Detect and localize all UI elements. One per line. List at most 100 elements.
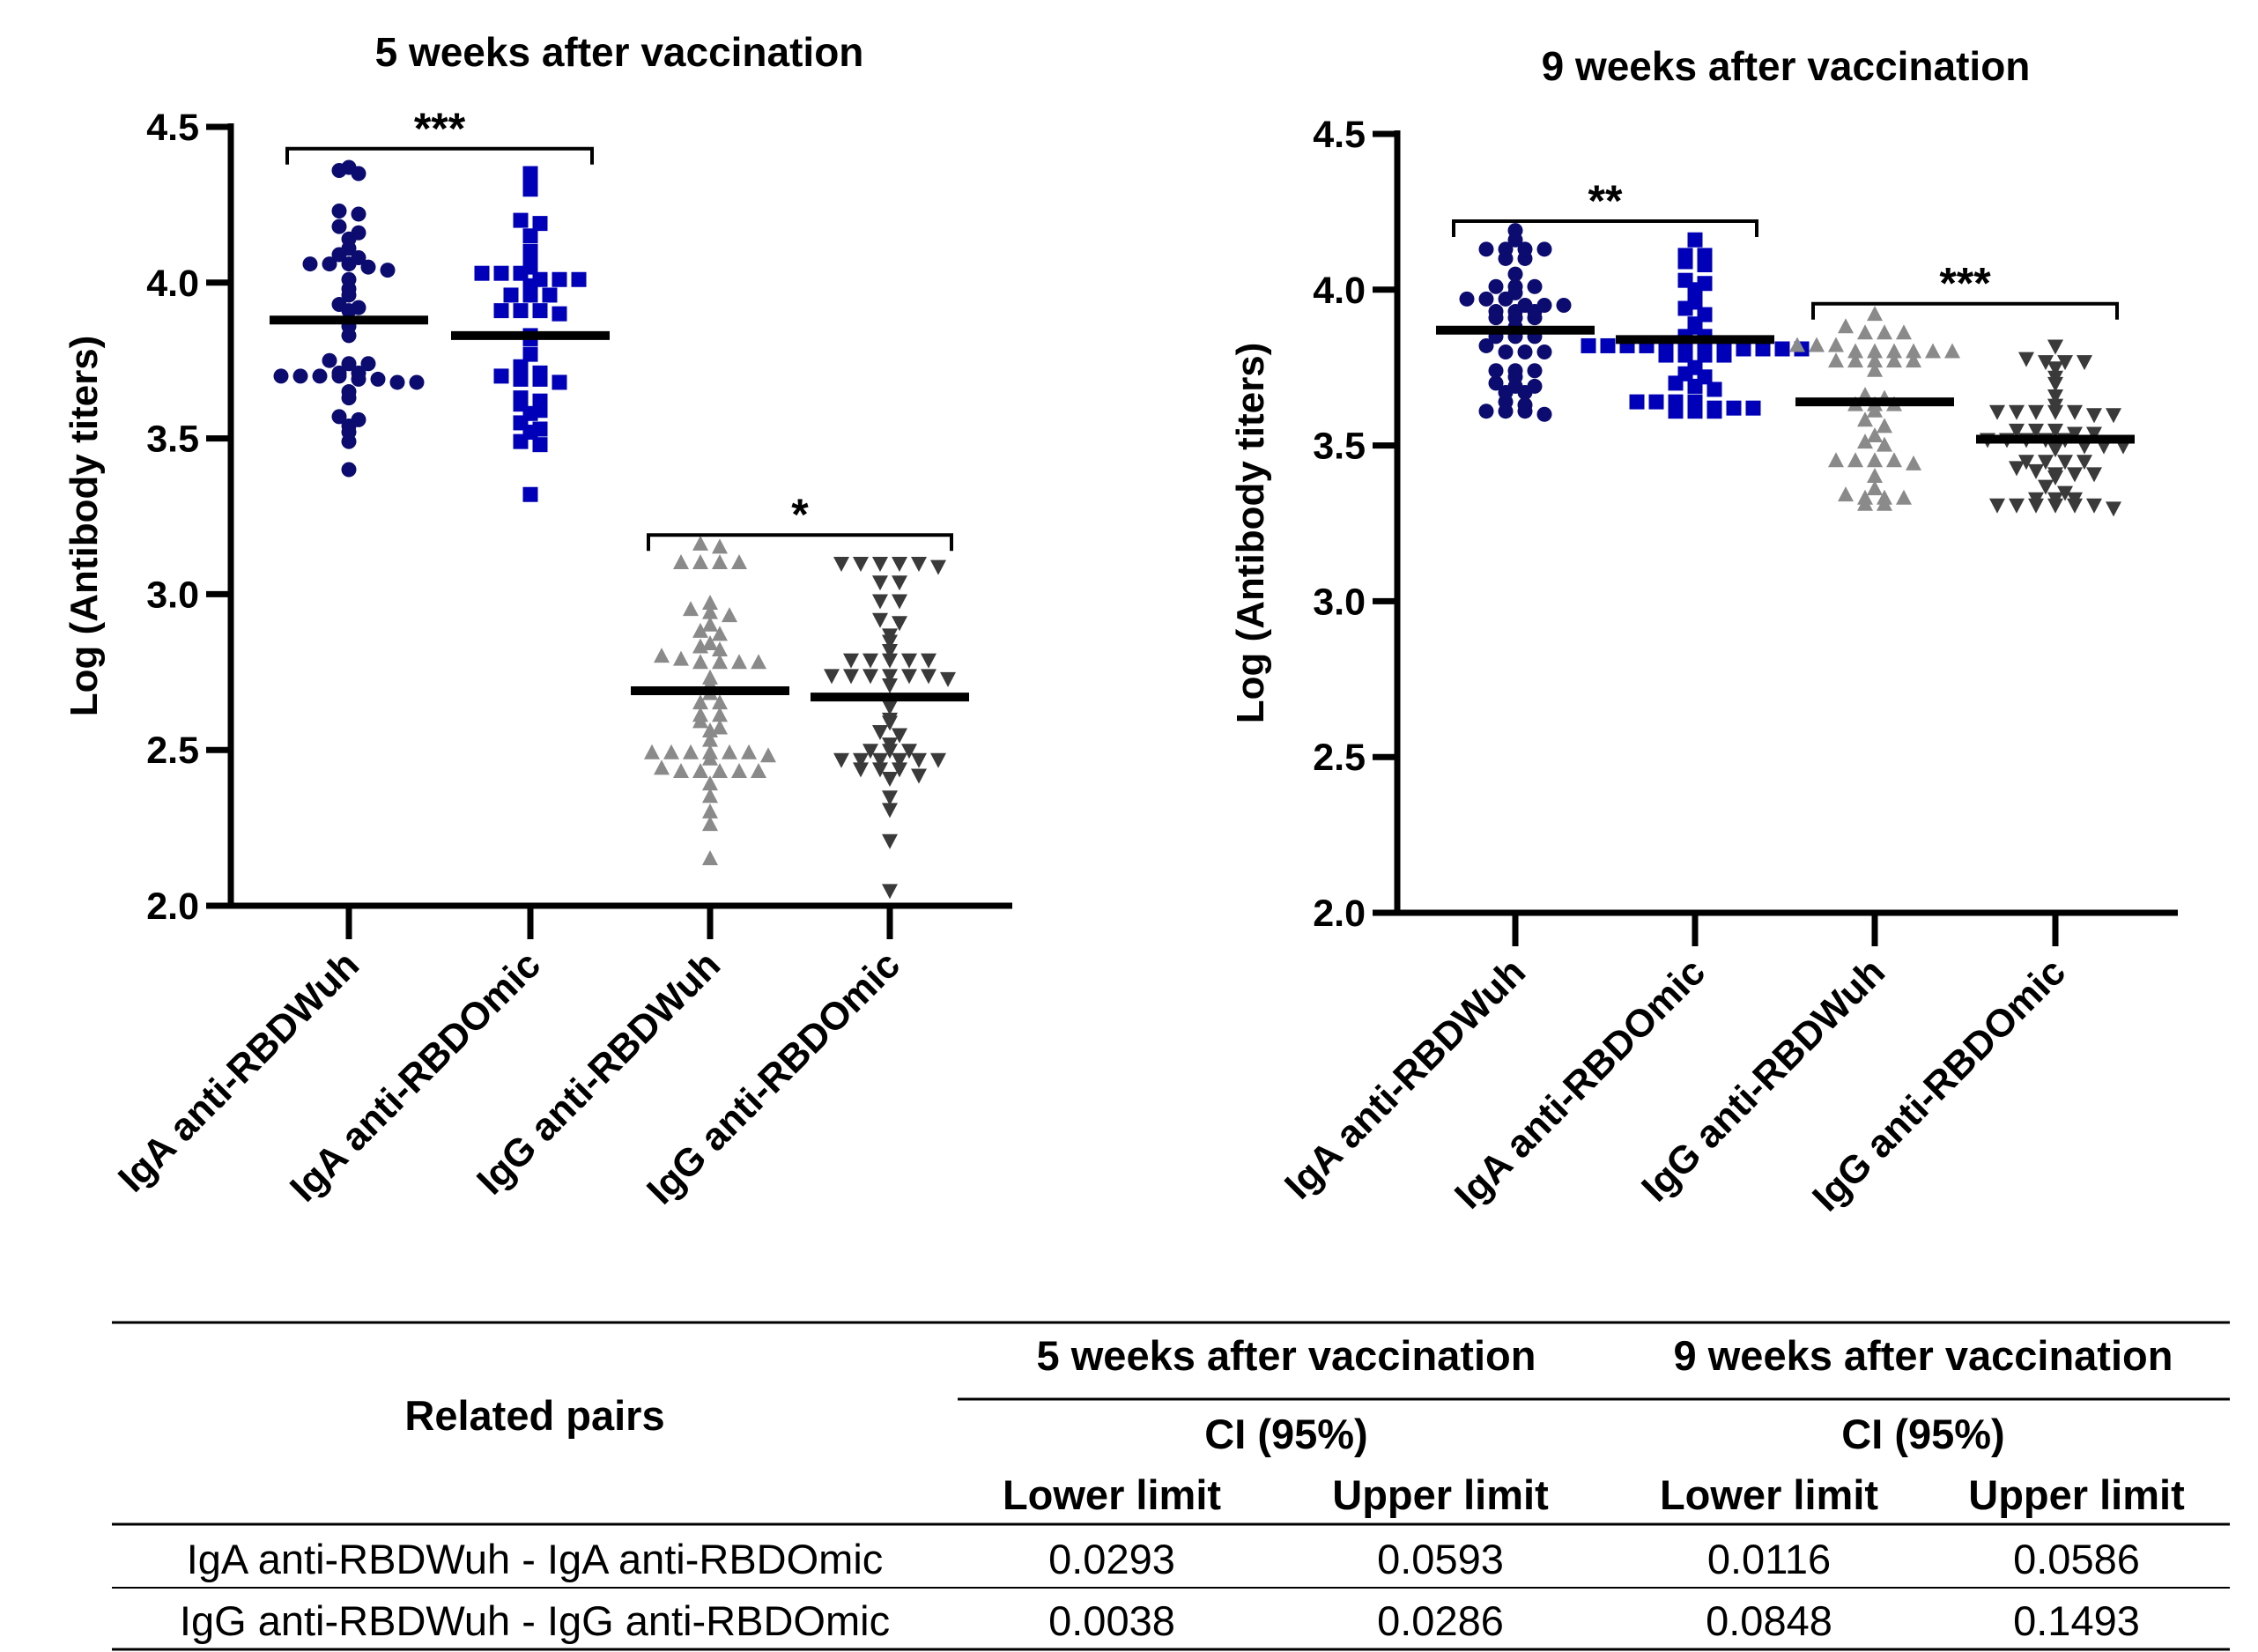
- data-point: [2067, 426, 2083, 442]
- data-point: [513, 390, 529, 406]
- y-axis-label: Log (Antibody titers): [1229, 343, 1272, 724]
- data-point: [1828, 452, 1844, 468]
- data-point: [712, 762, 728, 778]
- data-point: [1896, 489, 1912, 505]
- data-point: [2067, 492, 2083, 507]
- data-point: [1774, 341, 1790, 357]
- table-row: IgA anti-RBDWuh - IgA anti-RBDOmic 0.029…: [187, 1536, 2140, 1582]
- data-point: [292, 368, 308, 384]
- data-point: [1488, 304, 1504, 320]
- data-point: [1867, 480, 1883, 496]
- data-point: [341, 159, 357, 175]
- data-point: [1906, 352, 1921, 368]
- data-point: [673, 650, 689, 666]
- data-point: [1648, 394, 1664, 410]
- data-point: [2028, 463, 2044, 479]
- data-point: [532, 216, 548, 232]
- data-point: [2047, 467, 2063, 483]
- data-point: [712, 641, 728, 657]
- data-point: [882, 712, 898, 728]
- data-point: [341, 462, 357, 478]
- data-point: [1944, 343, 1960, 359]
- data-point: [2067, 404, 2083, 420]
- data-point: [1697, 276, 1713, 292]
- data-point: [571, 271, 587, 287]
- series-0: [1436, 223, 1595, 422]
- series-2: [631, 535, 789, 865]
- data-point: [692, 707, 708, 722]
- y-axis-label: Log (Antibody titers): [63, 336, 106, 717]
- data-point: [882, 803, 898, 819]
- data-point: [503, 287, 519, 303]
- data-point: [833, 752, 849, 768]
- data-point: [1507, 363, 1523, 379]
- y-tick-label: 4.0: [146, 263, 199, 305]
- data-point: [2009, 423, 2025, 439]
- data-point: [1536, 406, 1552, 422]
- data-point: [1867, 352, 1883, 368]
- data-point: [2057, 355, 2073, 371]
- data-point: [522, 259, 538, 275]
- series-3: [1976, 339, 2135, 517]
- data-point: [1877, 436, 1892, 452]
- data-point: [882, 669, 898, 685]
- data-point: [2047, 361, 2063, 377]
- data-point: [751, 654, 766, 670]
- data-point: [1687, 232, 1703, 248]
- data-point: [341, 271, 357, 287]
- data-point: [1517, 241, 1533, 257]
- data-point: [872, 575, 888, 591]
- y-tick-label: 4.5: [146, 107, 199, 149]
- data-point: [901, 653, 917, 669]
- data-point: [1507, 266, 1523, 282]
- row-value: 0.0586: [2013, 1536, 2140, 1582]
- data-point: [930, 559, 946, 575]
- data-point: [2106, 501, 2121, 517]
- data-point: [673, 554, 689, 570]
- data-point: [1677, 272, 1693, 288]
- data-point: [1517, 344, 1533, 360]
- data-point: [513, 212, 529, 228]
- data-point: [692, 654, 708, 670]
- data-point: [712, 694, 728, 710]
- data-point: [1989, 404, 2005, 420]
- data-point: [532, 365, 548, 381]
- data-point: [2086, 408, 2102, 424]
- data-point: [532, 437, 548, 453]
- chart-title: 9 weeks after vaccination: [1542, 43, 2031, 89]
- data-point: [2038, 479, 2054, 495]
- data-point: [1847, 343, 1863, 359]
- data-point: [522, 486, 538, 502]
- data-point: [360, 259, 376, 275]
- data-point: [663, 744, 679, 759]
- row-value: 0.0593: [1377, 1536, 1504, 1582]
- data-point: [2047, 339, 2063, 355]
- data-point: [1687, 359, 1703, 375]
- data-point: [882, 700, 898, 715]
- data-point: [1478, 337, 1494, 353]
- data-point: [712, 719, 728, 735]
- y-tick-label: 3.5: [146, 419, 199, 461]
- row-pair: IgG anti-RBDWuh - IgG anti-RBDOmic: [180, 1597, 890, 1644]
- y-tick-label: 2.0: [146, 885, 199, 928]
- data-point: [1536, 297, 1552, 313]
- data-point: [513, 303, 529, 319]
- data-point: [1828, 337, 1844, 352]
- data-point: [2067, 467, 2083, 483]
- significance-bracket: [1452, 219, 1758, 238]
- data-point: [702, 816, 718, 832]
- data-point: [351, 225, 366, 241]
- data-point: [2086, 426, 2102, 442]
- y-tick-label: 4.5: [1313, 114, 1366, 156]
- data-point: [513, 359, 529, 374]
- table-col-lower-5w: Lower limit: [1003, 1471, 1221, 1518]
- data-point: [2057, 455, 2073, 470]
- data-point: [1668, 394, 1684, 410]
- data-point: [1877, 489, 1892, 505]
- data-point: [351, 250, 366, 266]
- data-point: [370, 371, 386, 387]
- data-point: [2009, 498, 2025, 514]
- data-point: [892, 762, 907, 778]
- data-point: [702, 634, 718, 650]
